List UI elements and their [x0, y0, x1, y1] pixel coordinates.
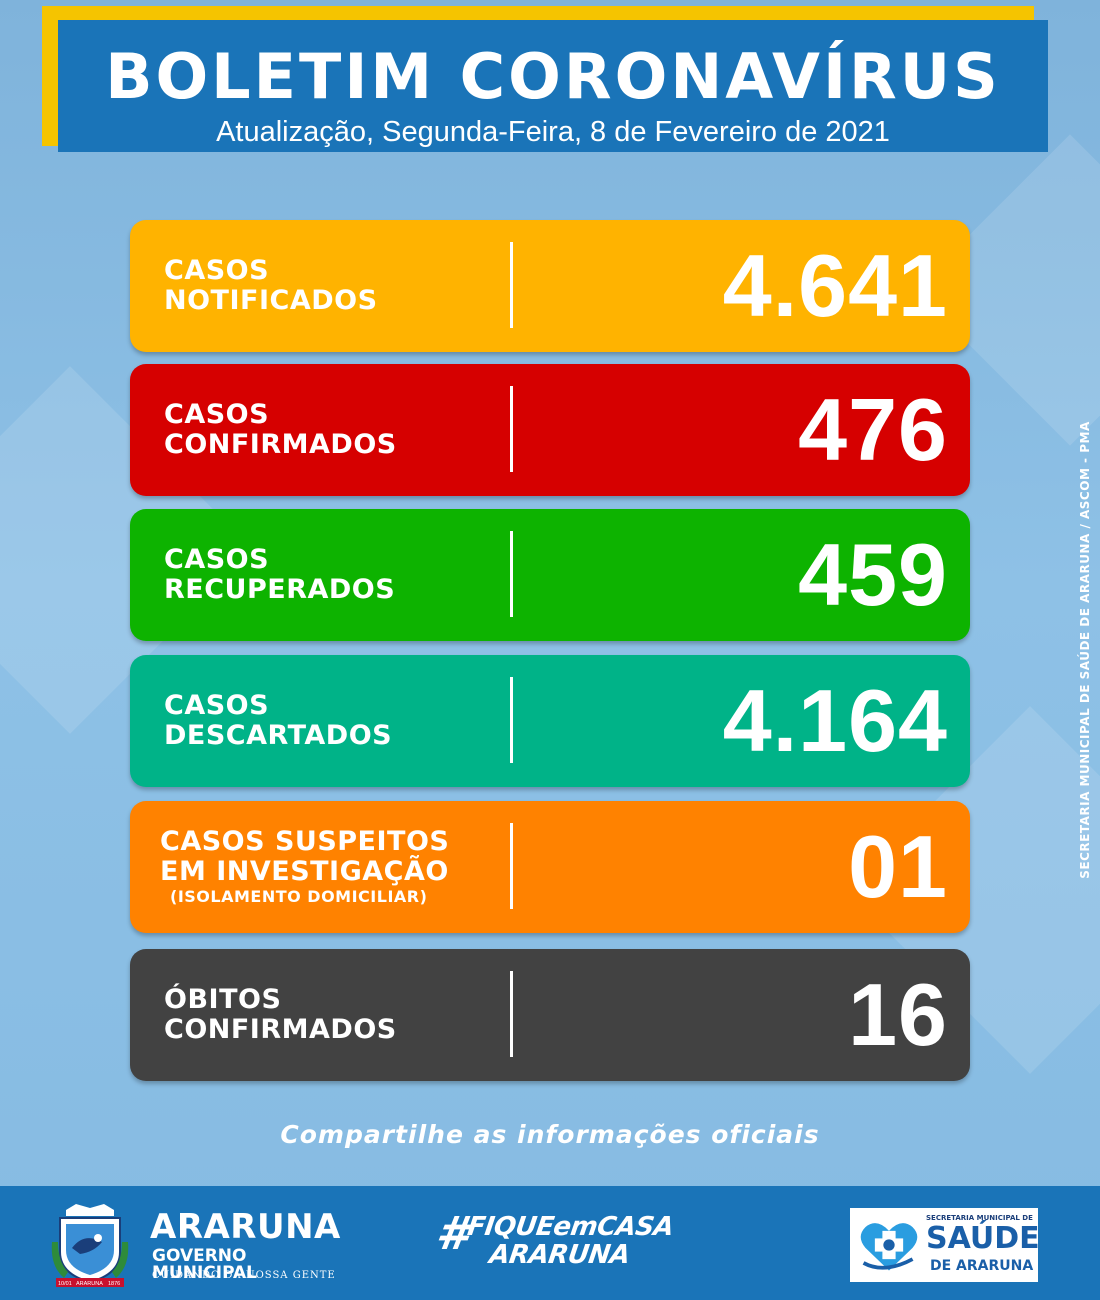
card-divider — [510, 531, 513, 617]
city-crest-icon: 10/01 ARARUNA 1876 — [51, 1204, 129, 1287]
card-value: 4.641 — [722, 236, 948, 335]
health-top-text: SECRETARIA MUNICIPAL DE — [926, 1214, 1033, 1222]
card-value: 01 — [848, 817, 948, 916]
health-bottom-text: DE ARARUNA — [930, 1258, 1034, 1274]
card-label-line2: CONFIRMADOS — [164, 1014, 397, 1045]
government-name: GOVERNO MUNICIPAL — [152, 1246, 257, 1283]
card-value: 16 — [848, 965, 948, 1064]
card-discarded-cases: CASOS DESCARTADOS 4.164 — [130, 655, 970, 787]
card-label-note: (ISOLAMENTO DOMICILIAR) — [170, 887, 428, 906]
card-label-line2: CONFIRMADOS — [164, 429, 397, 460]
card-divider — [510, 823, 513, 909]
page-title: BOLETIM CORONAVÍRUS — [105, 40, 1001, 113]
card-value: 459 — [798, 525, 948, 624]
card-value: 4.164 — [722, 671, 948, 770]
card-label: ÓBITOS CONFIRMADOS — [164, 949, 397, 1081]
card-confirmed-cases: CASOS CONFIRMADOS 476 — [130, 364, 970, 496]
card-label: CASOS NOTIFICADOS — [164, 220, 378, 352]
side-credit: SECRETARIA MUNICIPAL DE SAÚDE DE ARARUNA… — [1078, 421, 1092, 879]
card-divider — [510, 386, 513, 472]
card-label-line2: NOTIFICADOS — [164, 285, 378, 316]
hashtag-line1: FIQUEemCASA — [465, 1212, 676, 1242]
card-divider — [510, 677, 513, 763]
card-label-line2: DESCARTADOS — [164, 720, 393, 751]
share-message: Compartilhe as informações oficiais — [280, 1120, 820, 1149]
card-label: CASOS DESCARTADOS — [164, 655, 392, 787]
card-label: CASOS CONFIRMADOS — [164, 364, 397, 496]
card-label-line1: CASOS — [164, 399, 270, 430]
crest-ribbon-left: 10/01 — [58, 1281, 72, 1287]
header-banner: BOLETIM CORONAVÍRUS Atualização, Segunda… — [58, 20, 1048, 152]
hashtag-line2: ARARUNA — [487, 1240, 632, 1270]
government-motto: CUIDANDO DA NOSSA GENTE — [152, 1270, 336, 1281]
footer: 10/01 ARARUNA 1876 ARARUNA GOVERNO MUNIC… — [0, 1186, 1100, 1300]
health-main-text: SAÚDE — [926, 1221, 1040, 1256]
card-divider — [510, 971, 513, 1057]
card-label-line1: CASOS — [164, 690, 270, 721]
card-suspected-cases: CASOS SUSPEITOS EM INVESTIGAÇÃO (ISOLAME… — [130, 801, 970, 933]
card-label: CASOS RECUPERADOS — [164, 509, 395, 641]
card-label-line2: RECUPERADOS — [164, 574, 396, 605]
card-deaths: ÓBITOS CONFIRMADOS 16 — [130, 949, 970, 1081]
card-label: CASOS SUSPEITOS EM INVESTIGAÇÃO (ISOLAME… — [160, 801, 449, 933]
card-label-line2: EM INVESTIGAÇÃO — [160, 856, 449, 887]
health-secretariat-logo: SECRETARIA MUNICIPAL DE SAÚDE DE ARARUNA — [850, 1208, 1040, 1282]
card-label-line1: ÓBITOS — [164, 984, 282, 1015]
card-label-line1: CASOS — [164, 544, 270, 575]
card-recovered-cases: CASOS RECUPERADOS 459 — [130, 509, 970, 641]
crest-ribbon-city: ARARUNA — [76, 1281, 103, 1287]
card-notified-cases: CASOS NOTIFICADOS 4.641 — [130, 220, 970, 352]
health-heart-icon — [860, 1223, 918, 1271]
city-name: ARARUNA — [150, 1207, 341, 1247]
crest-ribbon-right: 1876 — [108, 1281, 120, 1287]
card-label-line1: CASOS — [164, 255, 270, 286]
card-value: 476 — [798, 380, 948, 479]
update-date: Atualização, Segunda-Feira, 8 de Feverei… — [216, 116, 890, 148]
araruna-government-logo: 10/01 ARARUNA 1876 ARARUNA GOVERNO MUNIC… — [40, 1198, 340, 1290]
card-divider — [510, 242, 513, 328]
card-label-line1: CASOS SUSPEITOS — [160, 826, 450, 857]
